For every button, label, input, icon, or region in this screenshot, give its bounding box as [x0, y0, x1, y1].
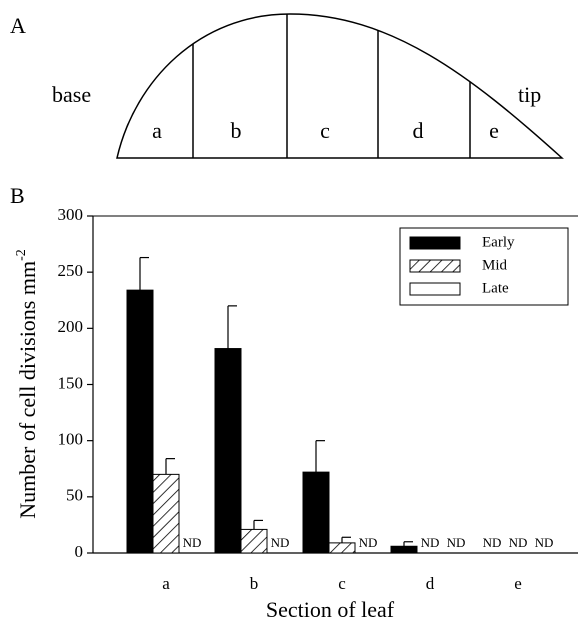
y-tick-label: 50: [66, 486, 83, 505]
value-label: ND: [535, 535, 554, 550]
value-label: ND: [271, 535, 290, 550]
legend-label: Late: [482, 280, 509, 296]
bar: [152, 473, 180, 554]
x-tick-label: b: [250, 574, 259, 593]
legend-swatch: [409, 236, 461, 250]
x-tick-label: c: [338, 574, 346, 593]
legend-label: Mid: [482, 257, 508, 273]
y-tick-label: 0: [75, 542, 84, 561]
bar: [214, 348, 242, 554]
value-label: ND: [183, 535, 202, 550]
value-label: ND: [421, 535, 440, 550]
tip-label: tip: [518, 82, 541, 107]
section-label: e: [489, 118, 499, 143]
section-label: d: [413, 118, 424, 143]
bar: [328, 542, 356, 554]
x-tick-label: e: [514, 574, 522, 593]
section-label: c: [320, 118, 330, 143]
bar: [302, 471, 330, 554]
bar: [126, 289, 154, 554]
value-label: ND: [447, 535, 466, 550]
bar: [390, 545, 418, 554]
legend-swatch: [409, 259, 461, 273]
leaf-diagram: A base tip a b c d e: [10, 13, 564, 159]
section-label: a: [152, 118, 162, 143]
y-tick-label: 200: [58, 317, 84, 336]
panel-label: B: [10, 183, 25, 208]
legend-label: Early: [482, 234, 515, 250]
value-label: ND: [359, 535, 378, 550]
y-tick-label: 300: [58, 205, 84, 224]
y-axis-label: Number of cell divisions mm-2: [14, 249, 40, 519]
value-label: ND: [509, 535, 528, 550]
bar-chart: B Section of leaf Number of cell divisio…: [10, 183, 395, 622]
x-tick-label: a: [162, 574, 170, 593]
section-label: b: [231, 118, 242, 143]
y-tick-label: 150: [58, 373, 84, 392]
base-label: base: [52, 82, 91, 107]
x-axis-label: Section of leaf: [266, 597, 395, 622]
leaf-outline: [116, 13, 564, 159]
value-label: ND: [483, 535, 502, 550]
y-axis-label-text: Number of cell divisions mm: [15, 261, 40, 519]
y-axis-label-sup: -2: [14, 249, 29, 261]
y-tick-label: 250: [58, 261, 84, 280]
bar: [240, 528, 268, 554]
legend-swatch: [409, 282, 461, 296]
y-tick-label: 100: [58, 430, 84, 449]
panel-label: A: [10, 13, 26, 38]
x-tick-label: d: [426, 574, 435, 593]
